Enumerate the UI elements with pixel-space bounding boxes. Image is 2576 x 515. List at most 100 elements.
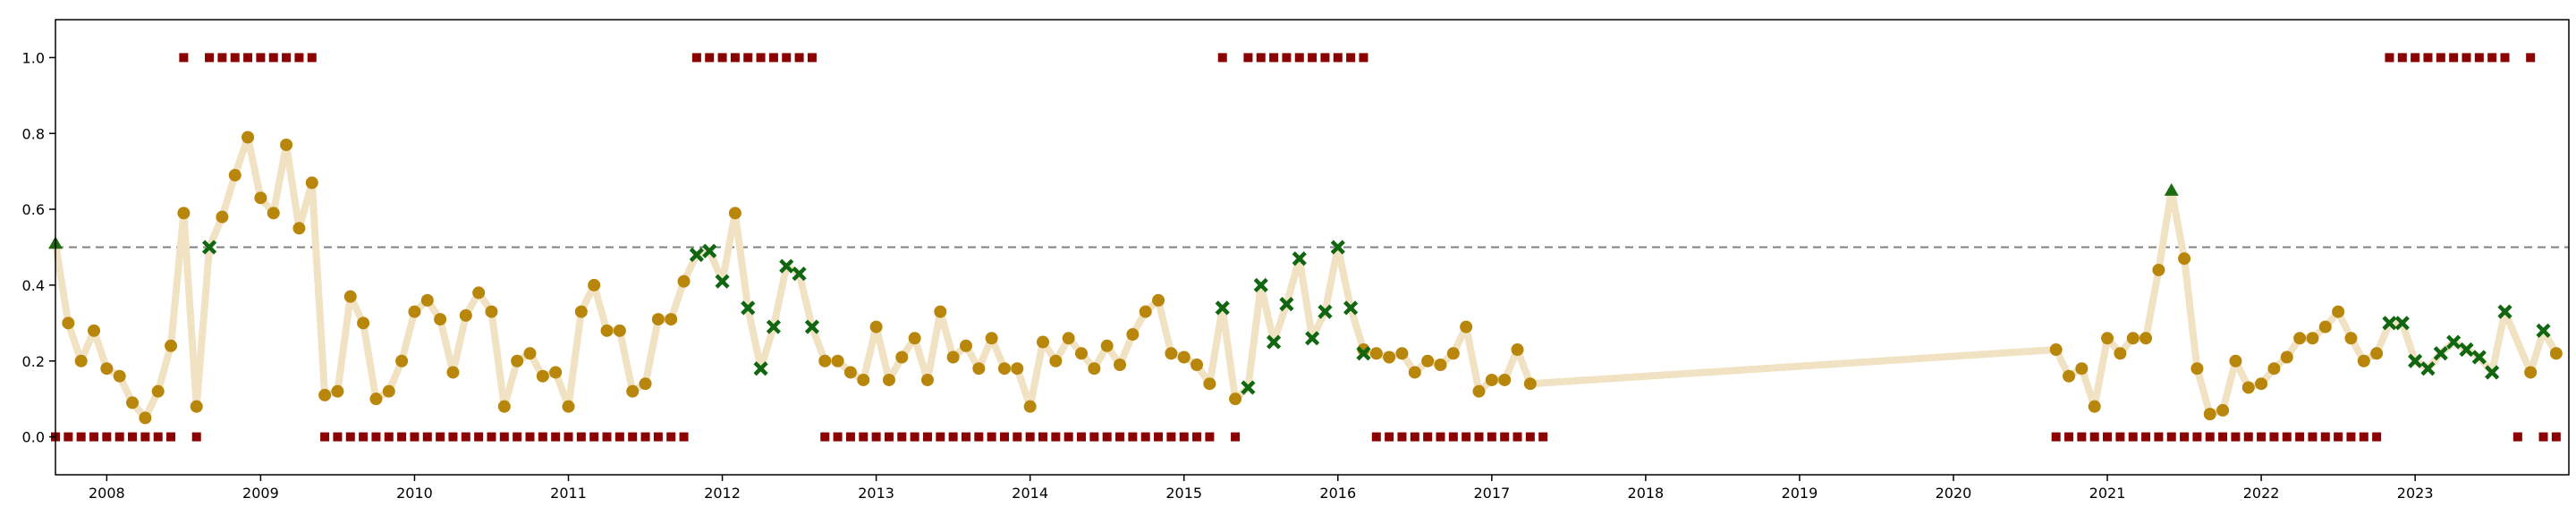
binary-marker: [2166, 432, 2176, 442]
binary-marker: [64, 432, 73, 442]
binary-marker: [1166, 432, 1176, 442]
data-point: [1011, 362, 1024, 376]
data-point: [920, 373, 934, 386]
binary-marker: [2334, 432, 2343, 442]
y-tick-label: 1.0: [22, 49, 45, 66]
binary-marker: [487, 432, 496, 442]
binary-marker: [2103, 432, 2113, 442]
binary-marker: [282, 53, 292, 63]
x-tick-label: 2013: [858, 485, 894, 502]
binary-marker: [1500, 432, 1510, 442]
binary-marker-layer: [51, 53, 2561, 442]
data-point: [549, 366, 563, 379]
binary-marker: [2436, 53, 2445, 63]
x-tick-label: 2011: [550, 485, 587, 502]
binary-marker: [153, 432, 163, 442]
data-point: [2549, 347, 2563, 360]
data-point: [2293, 332, 2307, 345]
data-point: [1369, 347, 1383, 360]
x-marker: [779, 258, 794, 274]
binary-marker: [1179, 432, 1189, 442]
data-point: [2203, 408, 2216, 421]
data-point: [934, 305, 947, 318]
binary-marker: [359, 432, 369, 442]
binary-marker: [2115, 432, 2125, 442]
data-point: [395, 354, 409, 367]
data-point: [139, 411, 152, 425]
binary-marker: [1346, 53, 1356, 63]
data-point: [190, 400, 203, 413]
binary-marker: [743, 53, 753, 63]
data-point: [113, 369, 126, 383]
y-tick-label: 0.8: [22, 125, 45, 142]
data-point: [882, 373, 895, 386]
data-point: [523, 347, 537, 360]
data-point: [280, 138, 293, 151]
binary-marker: [89, 432, 99, 442]
data-point: [357, 317, 370, 330]
x-marker: [2394, 316, 2410, 331]
data-point: [1037, 335, 1050, 349]
data-point: [459, 308, 472, 322]
binary-marker: [1102, 432, 1112, 442]
binary-marker: [576, 432, 586, 442]
binary-marker: [1487, 432, 1496, 442]
binary-marker: [602, 432, 612, 442]
binary-marker: [987, 432, 996, 442]
binary-marker: [513, 432, 522, 442]
binary-marker: [974, 432, 984, 442]
x-marker: [2536, 323, 2551, 338]
data-point: [228, 168, 242, 182]
binary-marker: [2269, 432, 2279, 442]
binary-marker: [128, 432, 138, 442]
data-point: [2049, 343, 2063, 357]
x-marker: [792, 266, 807, 282]
x-marker: [1279, 297, 1294, 312]
binary-marker: [1294, 53, 1304, 63]
data-point: [1191, 358, 1204, 371]
binary-marker: [140, 432, 150, 442]
x-tick-label: 2014: [1012, 485, 1048, 502]
data-point: [869, 320, 883, 333]
binary-marker: [2462, 53, 2471, 63]
data-point: [292, 222, 306, 235]
data-point: [2255, 377, 2268, 391]
binary-marker: [1231, 432, 1241, 442]
x-marker: [689, 247, 704, 263]
data-point: [843, 366, 857, 379]
binary-marker: [166, 432, 176, 442]
x-marker: [702, 243, 717, 258]
binary-marker: [833, 432, 843, 442]
binary-marker: [628, 432, 638, 442]
binary-marker: [525, 432, 535, 442]
data-point: [1075, 347, 1089, 360]
data-point: [382, 384, 395, 398]
x-marker: [2408, 353, 2423, 368]
binary-marker: [2180, 432, 2190, 442]
binary-marker: [2551, 432, 2561, 442]
binary-marker: [1385, 432, 1394, 442]
x-marker: [1266, 334, 1282, 350]
binary-marker: [2346, 432, 2356, 442]
data-point: [2241, 381, 2255, 394]
binary-marker: [243, 53, 253, 63]
binary-marker: [1154, 432, 1164, 442]
binary-marker: [640, 432, 650, 442]
data-point: [1139, 305, 1152, 318]
binary-marker: [2372, 432, 2382, 442]
data-point: [74, 354, 88, 367]
binary-marker: [397, 432, 407, 442]
data-point: [651, 313, 665, 326]
binary-marker: [2205, 432, 2215, 442]
data-point: [2063, 369, 2076, 383]
data-point: [151, 384, 165, 398]
binary-marker: [2538, 432, 2548, 442]
binary-marker: [2231, 432, 2241, 442]
binary-marker: [922, 432, 932, 442]
binary-marker: [474, 432, 484, 442]
binary-marker: [538, 432, 547, 442]
binary-marker: [2295, 432, 2305, 442]
binary-marker: [936, 432, 945, 442]
data-point: [408, 305, 421, 318]
